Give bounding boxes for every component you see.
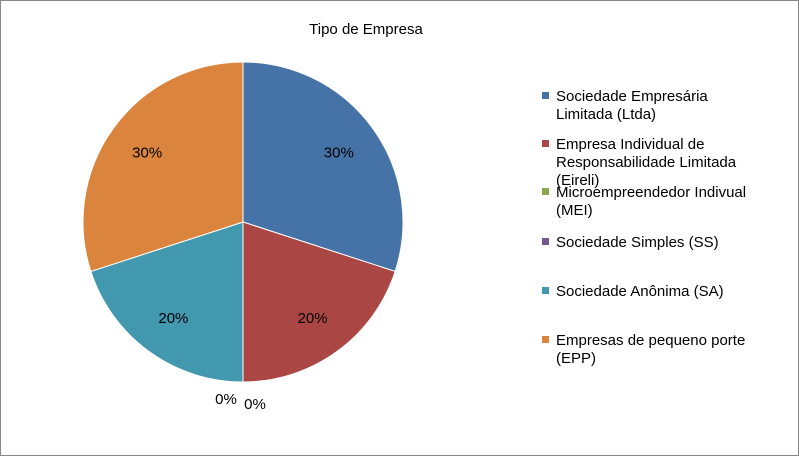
legend-key-empresa-individual-de-responsabilidade-limitada-eireli — [542, 140, 549, 147]
pct-label-microempreendedor-indivual-mei: 0% — [244, 396, 266, 413]
legend-key-sociedade-simples-ss — [542, 238, 549, 245]
pct-label-sociedade-empres-ria-limitada-ltda: 30% — [324, 144, 354, 161]
legend-label-sociedade-an-nima-sa: Sociedade Anônima (SA) — [556, 283, 724, 300]
pie-slices — [82, 61, 404, 383]
legend-label-sociedade-empres-ria-limitada-ltda: Sociedade Empresária Limitada (Ltda) — [556, 88, 708, 123]
slice-sociedade-an-nima-sa — [90, 221, 244, 383]
pct-label-sociedade-simples-ss: 0% — [215, 391, 237, 408]
legend-item-empresas-de-pequeno-porte-epp: Empresas de pequeno porte (EPP) — [542, 332, 745, 367]
percentage-labels: 30% 20% 0% 0% 20% 30% — [132, 144, 354, 413]
legend-label-empresa-individual-de-responsabilidade-limitada-eireli: Empresa Individual de Responsabilidade Li… — [556, 136, 737, 189]
pct-label-sociedade-an-nima-sa: 20% — [158, 310, 188, 327]
legend: Sociedade Empresária Limitada (Ltda) Empre… — [542, 88, 746, 367]
legend-item-sociedade-simples-ss: Sociedade Simples (SS) — [542, 234, 719, 251]
legend-item-sociedade-an-nima-sa: Sociedade Anônima (SA) — [542, 283, 724, 300]
legend-label-microempreendedor-indivual-mei: Microempreendedor Indivual (MEI) — [556, 184, 746, 219]
pct-label-empresas-de-pequeno-porte-epp: 30% — [132, 144, 162, 161]
legend-item-sociedade-empres-ria-limitada-ltda: Sociedade Empresária Limitada (Ltda) — [542, 88, 708, 123]
legend-label-sociedade-simples-ss: Sociedade Simples (SS) — [556, 234, 719, 251]
slice-sociedade-empres-ria-limitada-ltda — [242, 61, 404, 273]
pct-label-empresa-individual-de-responsabilidade-limitada-eireli: 20% — [298, 310, 328, 327]
legend-item-empresa-individual-de-responsabilidade-limitada-eireli: Empresa Individual de Responsabilidade Li… — [542, 136, 737, 189]
legend-key-sociedade-empres-ria-limitada-ltda — [542, 92, 549, 99]
legend-key-microempreendedor-indivual-mei — [542, 188, 549, 195]
legend-label-empresas-de-pequeno-porte-epp: Empresas de pequeno porte (EPP) — [556, 332, 745, 367]
chart-title: Tipo de Empresa — [309, 21, 423, 38]
legend-key-sociedade-an-nima-sa — [542, 287, 549, 294]
legend-key-empresas-de-pequeno-porte-epp — [542, 336, 549, 343]
slice-empresas-de-pequeno-porte-epp — [82, 61, 244, 273]
slice-empresa-individual-de-responsabilidade-limitada-eireli — [242, 221, 396, 383]
legend-item-microempreendedor-indivual-mei: Microempreendedor Indivual (MEI) — [542, 184, 746, 219]
